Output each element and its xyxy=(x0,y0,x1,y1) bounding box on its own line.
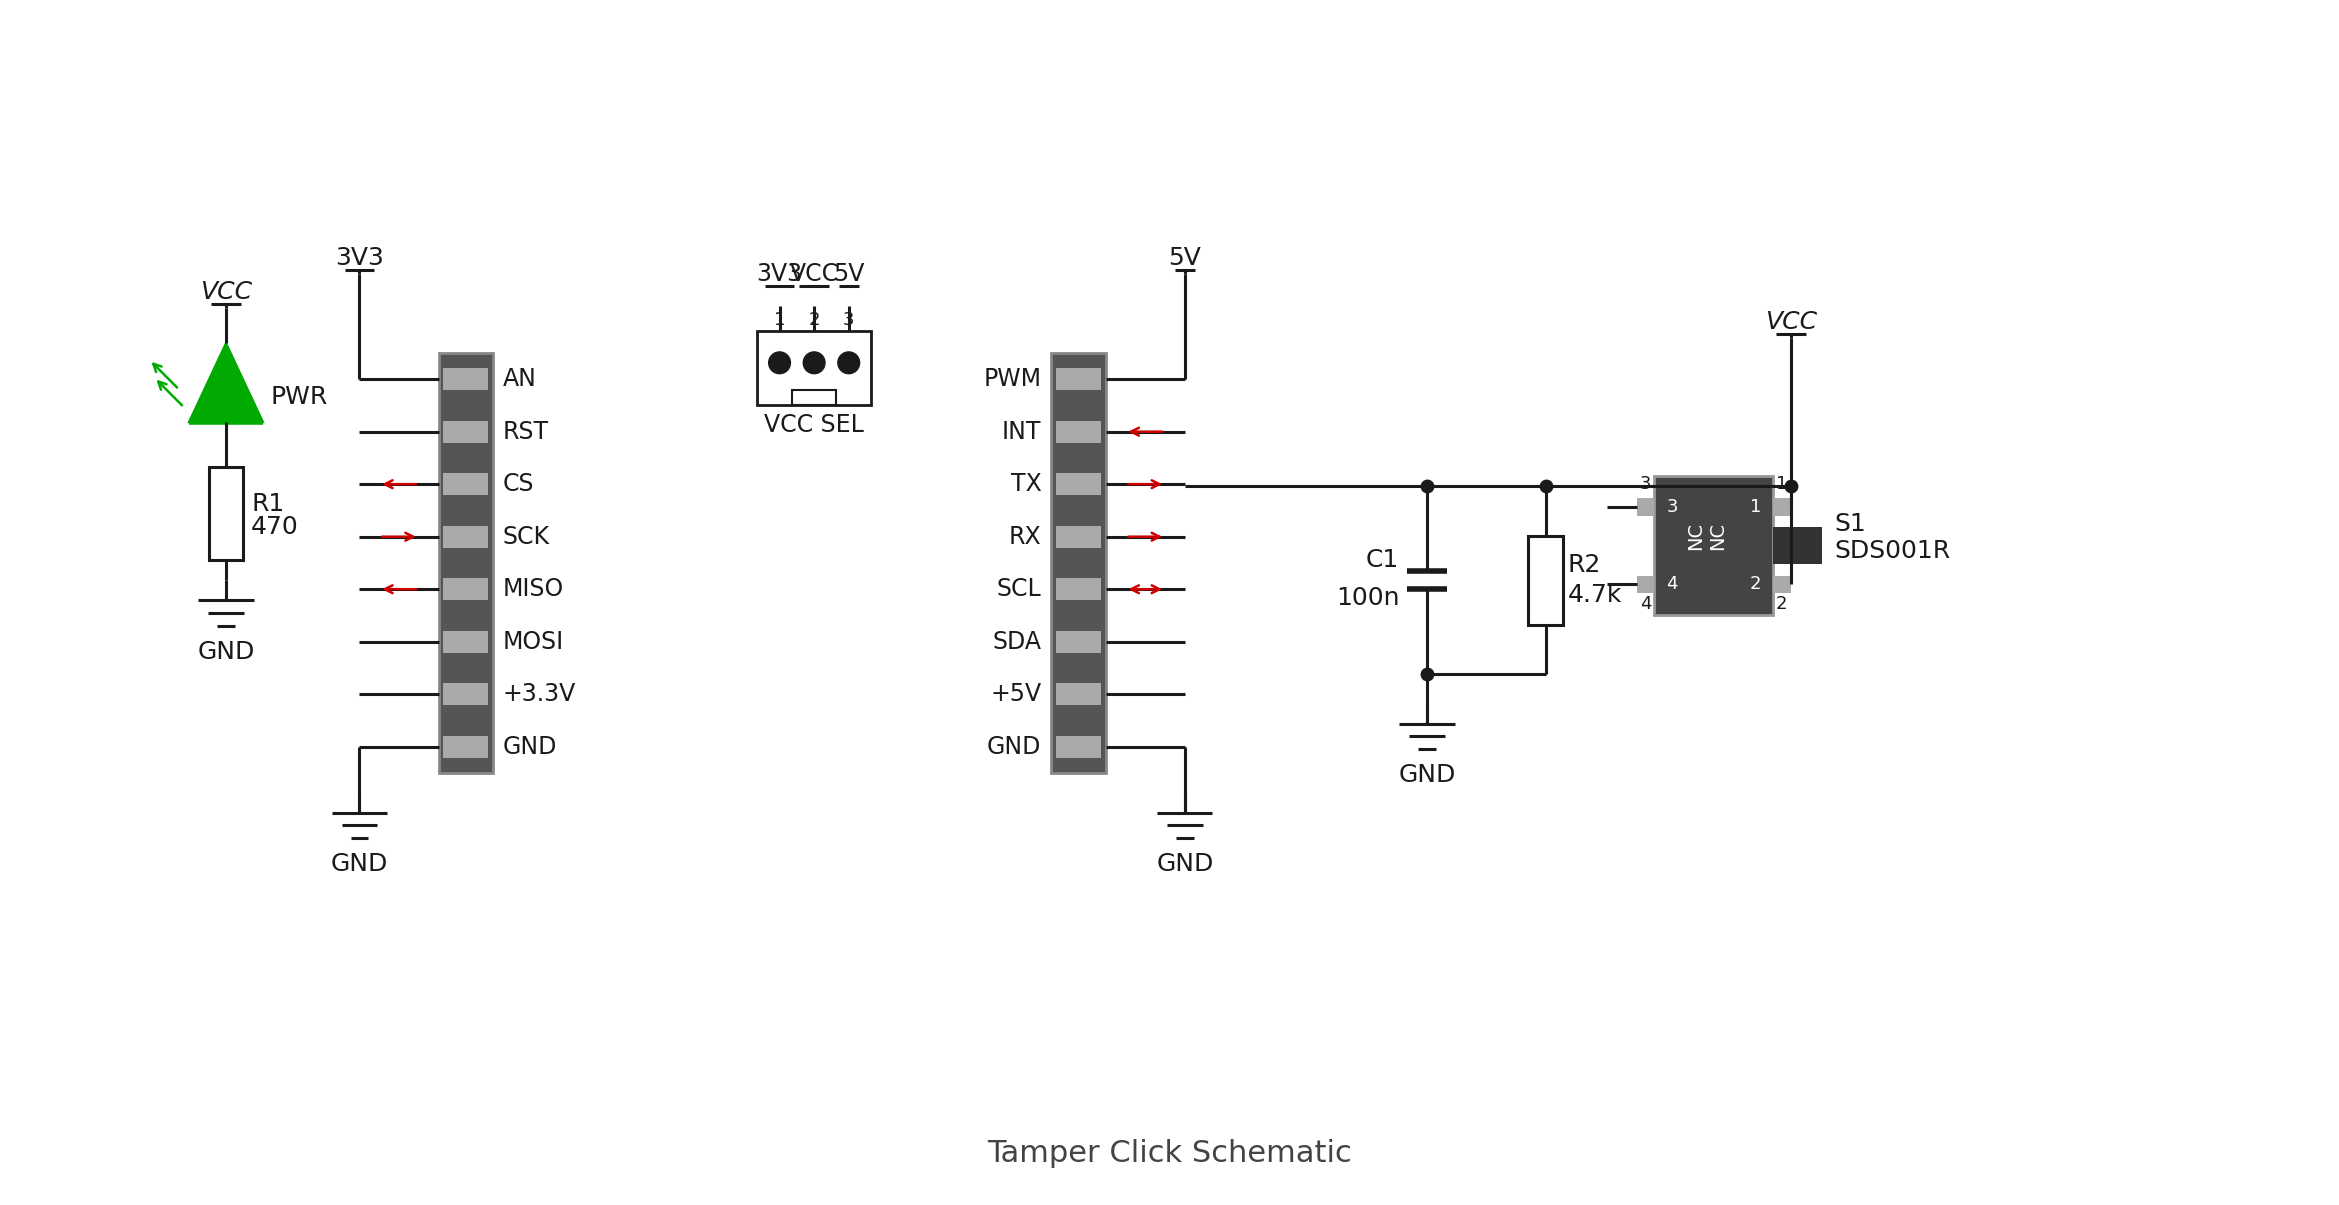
Text: 2: 2 xyxy=(1775,595,1787,613)
Text: 3: 3 xyxy=(1640,475,1651,493)
Text: +3.3V: +3.3V xyxy=(503,682,575,706)
Text: 4: 4 xyxy=(1665,576,1677,593)
Text: R1: R1 xyxy=(250,492,285,516)
Text: CS: CS xyxy=(503,472,533,496)
Bar xyxy=(444,525,489,547)
Text: SCK: SCK xyxy=(503,524,550,548)
Text: 5V: 5V xyxy=(833,263,865,287)
Text: GND: GND xyxy=(196,640,255,664)
Bar xyxy=(1057,421,1102,442)
Bar xyxy=(1773,576,1792,593)
Bar xyxy=(444,369,489,390)
Text: VCC: VCC xyxy=(1764,310,1817,334)
Text: GND: GND xyxy=(1155,852,1214,876)
Text: GND: GND xyxy=(987,735,1041,759)
Bar xyxy=(1057,736,1102,758)
Text: GND: GND xyxy=(330,852,388,876)
Bar xyxy=(793,390,835,405)
Text: 3: 3 xyxy=(842,311,854,329)
Text: Tamper Click Schematic: Tamper Click Schematic xyxy=(987,1140,1352,1169)
Bar xyxy=(444,474,489,495)
Text: PWM: PWM xyxy=(982,368,1041,392)
Text: NC: NC xyxy=(1686,522,1705,549)
Bar xyxy=(444,421,489,442)
Bar xyxy=(1637,498,1654,516)
Circle shape xyxy=(802,352,826,374)
Bar xyxy=(444,683,489,705)
Text: S1: S1 xyxy=(1834,512,1867,536)
Text: SCL: SCL xyxy=(996,577,1041,601)
Text: RX: RX xyxy=(1008,524,1041,548)
Text: 2: 2 xyxy=(809,311,821,329)
Text: VCC: VCC xyxy=(199,281,253,305)
Text: MOSI: MOSI xyxy=(503,630,564,654)
Text: 470: 470 xyxy=(250,516,299,540)
Bar xyxy=(1057,369,1102,390)
Text: 3V3: 3V3 xyxy=(755,263,802,287)
Text: C1: C1 xyxy=(1366,548,1399,572)
Bar xyxy=(1527,536,1562,624)
Bar xyxy=(1637,576,1654,593)
Circle shape xyxy=(837,352,861,374)
Text: PWR: PWR xyxy=(271,386,327,410)
Bar xyxy=(758,330,870,405)
Text: 4: 4 xyxy=(1640,595,1651,613)
Text: 1: 1 xyxy=(774,311,786,329)
Bar xyxy=(1057,578,1102,600)
Text: RST: RST xyxy=(503,419,550,443)
Bar xyxy=(444,631,489,653)
Circle shape xyxy=(770,352,791,374)
Text: +5V: +5V xyxy=(989,682,1041,706)
Text: 100n: 100n xyxy=(1336,586,1399,610)
Text: TX: TX xyxy=(1010,472,1041,496)
Text: GND: GND xyxy=(503,735,557,759)
Text: 3V3: 3V3 xyxy=(334,246,384,270)
Bar xyxy=(444,736,489,758)
Text: 5V: 5V xyxy=(1170,246,1202,270)
Polygon shape xyxy=(189,343,262,422)
Bar xyxy=(208,466,243,560)
Bar xyxy=(1654,476,1773,615)
Text: AN: AN xyxy=(503,368,536,392)
Text: VCC: VCC xyxy=(791,263,840,287)
Text: MISO: MISO xyxy=(503,577,564,601)
Text: NC: NC xyxy=(1707,522,1726,549)
Text: 3: 3 xyxy=(1665,498,1677,516)
Bar xyxy=(1773,498,1792,516)
Text: VCC SEL: VCC SEL xyxy=(765,413,863,436)
Text: SDS001R: SDS001R xyxy=(1834,539,1951,563)
Bar xyxy=(1773,527,1822,564)
Bar xyxy=(437,353,494,774)
Text: GND: GND xyxy=(1399,763,1455,787)
Bar xyxy=(1057,631,1102,653)
Bar xyxy=(1057,474,1102,495)
Text: R2: R2 xyxy=(1567,553,1600,577)
Text: 2: 2 xyxy=(1750,576,1761,593)
Bar xyxy=(444,578,489,600)
Bar xyxy=(1050,353,1106,774)
Text: 1: 1 xyxy=(1775,475,1787,493)
Bar xyxy=(1057,683,1102,705)
Bar xyxy=(1057,525,1102,547)
Text: SDA: SDA xyxy=(992,630,1041,654)
Text: INT: INT xyxy=(1001,419,1041,443)
Text: 4.7k: 4.7k xyxy=(1567,583,1621,607)
Text: 1: 1 xyxy=(1750,498,1761,516)
